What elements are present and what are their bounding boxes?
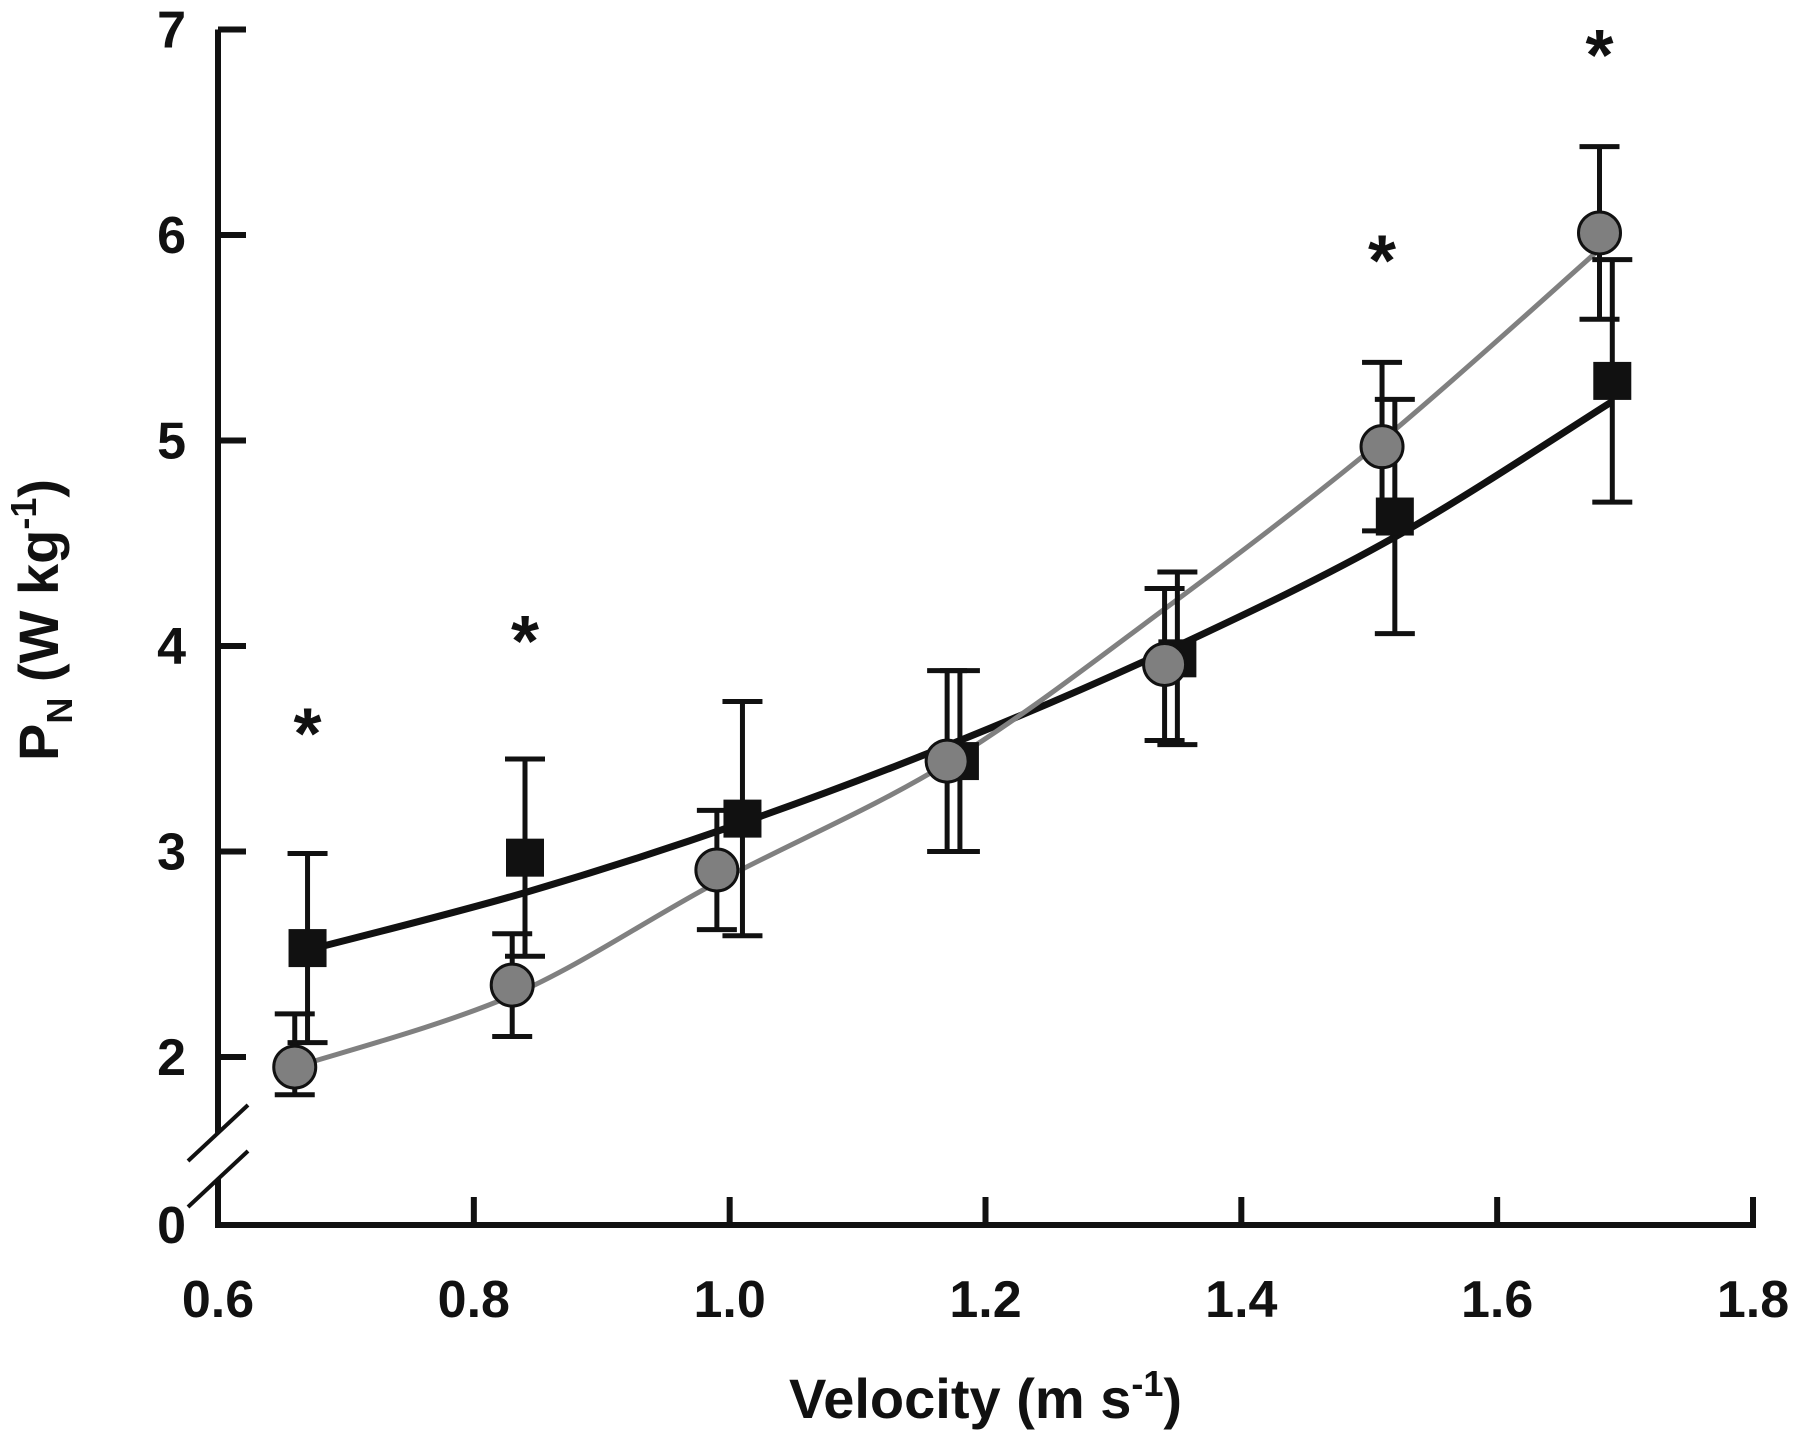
error-bars <box>274 144 1633 1098</box>
significance-star: * <box>294 694 322 774</box>
y-tick-label: 0 <box>157 1197 186 1255</box>
axis-break-mark <box>186 1149 250 1209</box>
fit-line-series-2 <box>293 247 1602 1070</box>
y-axis-title: PN (W kg-1) <box>3 479 80 761</box>
y-tick-label: 7 <box>157 2 186 60</box>
x-tick-label: 1.0 <box>694 1271 766 1329</box>
point-circle <box>1142 641 1188 687</box>
data-points <box>272 210 1632 1090</box>
point-circle <box>1577 210 1622 256</box>
axes: 0.6 0.8 1.0 1.2 1.4 1.6 1.8 0 2 3 4 5 6 7 <box>157 2 1789 1330</box>
point-square <box>288 929 327 968</box>
axis-break-mark <box>186 1103 250 1163</box>
x-axis-title: Velocity (m s-1) <box>789 1363 1182 1430</box>
point-square <box>506 838 544 877</box>
x-axis-title-superscript: -1 <box>1131 1363 1163 1404</box>
y-tick-label: 6 <box>157 207 186 265</box>
significance-star: * <box>1368 222 1396 302</box>
point-circle <box>272 1044 318 1090</box>
y-tick-label: 5 <box>157 413 186 471</box>
y-axis-title-main: P <box>7 724 70 761</box>
x-tick-label: 1.2 <box>949 1271 1021 1329</box>
y-axis-title-subscript: N <box>39 698 80 724</box>
x-tick-label: 1.8 <box>1717 1271 1789 1329</box>
x-tick-label: 1.4 <box>1205 1271 1277 1329</box>
y-axis-title-superscript: -1 <box>3 498 44 530</box>
axis-titles: Velocity (m s-1)PN (W kg-1) <box>3 479 1182 1430</box>
y-tick-label: 3 <box>157 824 186 882</box>
x-tick-label: 0.6 <box>182 1271 254 1329</box>
point-square <box>1375 497 1414 536</box>
point-square <box>723 799 762 838</box>
point-circle <box>1359 424 1405 470</box>
significance-star: * <box>511 602 539 682</box>
point-square <box>1593 361 1632 400</box>
y-tick-label: 4 <box>157 618 186 676</box>
point-circle <box>694 847 740 893</box>
x-tick-label: 1.6 <box>1461 1271 1533 1329</box>
fit-lines <box>293 247 1615 1070</box>
x-axis-title-close: ) <box>1163 1367 1182 1430</box>
y-axis-title-units: (W kg <box>7 530 70 698</box>
x-tick-label: 0.8 <box>438 1271 510 1329</box>
x-axis-title-main: Velocity (m s <box>789 1367 1131 1430</box>
significance-markers: * * * * <box>294 16 1614 774</box>
significance-star: * <box>1585 16 1613 96</box>
point-circle <box>924 738 970 784</box>
point-circle <box>489 962 535 1008</box>
y-tick-label: 2 <box>157 1029 186 1087</box>
y-axis-title-close: ) <box>7 479 70 498</box>
